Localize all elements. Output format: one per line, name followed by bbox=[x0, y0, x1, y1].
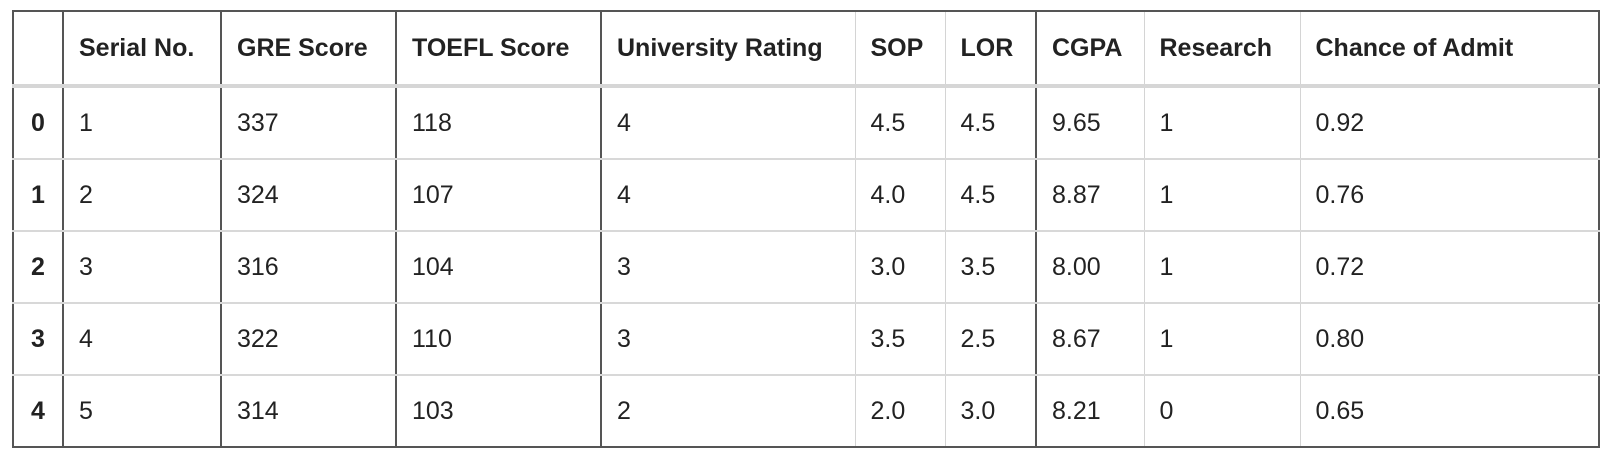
cell-sop: 3.5 bbox=[855, 303, 946, 376]
cell-lor: 3.5 bbox=[945, 231, 1037, 304]
cell-lor: 3.0 bbox=[945, 375, 1037, 448]
cell-university-rating: 3 bbox=[601, 303, 856, 376]
cell-research: 0 bbox=[1144, 375, 1301, 448]
table-row: 4 5 314 103 2 2.0 3.0 8.21 0 0.65 bbox=[13, 375, 1600, 448]
cell-gre-score: 337 bbox=[221, 86, 397, 160]
cell-chance-of-admit: 0.72 bbox=[1300, 231, 1600, 304]
table-row: 3 4 322 110 3 3.5 2.5 8.67 1 0.80 bbox=[13, 303, 1600, 376]
dataframe-table: Serial No. GRE Score TOEFL Score Univers… bbox=[12, 10, 1600, 448]
column-header-cgpa: CGPA bbox=[1036, 11, 1145, 88]
cell-cgpa: 9.65 bbox=[1036, 86, 1145, 160]
cell-lor: 4.5 bbox=[945, 86, 1037, 160]
row-index: 4 bbox=[13, 375, 64, 448]
column-header-lor: LOR bbox=[945, 11, 1037, 88]
cell-chance-of-admit: 0.76 bbox=[1300, 159, 1600, 232]
cell-toefl-score: 103 bbox=[396, 375, 602, 448]
row-index: 2 bbox=[13, 231, 64, 304]
cell-research: 1 bbox=[1144, 86, 1301, 160]
cell-toefl-score: 110 bbox=[396, 303, 602, 376]
cell-research: 1 bbox=[1144, 303, 1301, 376]
cell-research: 1 bbox=[1144, 231, 1301, 304]
cell-university-rating: 4 bbox=[601, 86, 856, 160]
column-header-serial-no: Serial No. bbox=[63, 11, 222, 88]
cell-research: 1 bbox=[1144, 159, 1301, 232]
column-header-chance-of-admit: Chance of Admit bbox=[1300, 11, 1600, 88]
cell-cgpa: 8.00 bbox=[1036, 231, 1145, 304]
cell-gre-score: 316 bbox=[221, 231, 397, 304]
cell-toefl-score: 107 bbox=[396, 159, 602, 232]
cell-gre-score: 314 bbox=[221, 375, 397, 448]
cell-toefl-score: 104 bbox=[396, 231, 602, 304]
cell-cgpa: 8.87 bbox=[1036, 159, 1145, 232]
cell-sop: 2.0 bbox=[855, 375, 946, 448]
dataframe-container: Serial No. GRE Score TOEFL Score Univers… bbox=[12, 10, 1600, 448]
row-index: 1 bbox=[13, 159, 64, 232]
cell-serial-no: 1 bbox=[63, 86, 222, 160]
cell-serial-no: 2 bbox=[63, 159, 222, 232]
cell-gre-score: 322 bbox=[221, 303, 397, 376]
cell-lor: 4.5 bbox=[945, 159, 1037, 232]
cell-university-rating: 2 bbox=[601, 375, 856, 448]
table-row: 2 3 316 104 3 3.0 3.5 8.00 1 0.72 bbox=[13, 231, 1600, 304]
cell-university-rating: 4 bbox=[601, 159, 856, 232]
cell-serial-no: 4 bbox=[63, 303, 222, 376]
cell-chance-of-admit: 0.65 bbox=[1300, 375, 1600, 448]
cell-cgpa: 8.67 bbox=[1036, 303, 1145, 376]
cell-serial-no: 3 bbox=[63, 231, 222, 304]
cell-serial-no: 5 bbox=[63, 375, 222, 448]
cell-toefl-score: 118 bbox=[396, 86, 602, 160]
index-header bbox=[13, 11, 64, 88]
cell-chance-of-admit: 0.92 bbox=[1300, 86, 1600, 160]
cell-cgpa: 8.21 bbox=[1036, 375, 1145, 448]
column-header-toefl-score: TOEFL Score bbox=[396, 11, 602, 88]
cell-gre-score: 324 bbox=[221, 159, 397, 232]
cell-sop: 4.0 bbox=[855, 159, 946, 232]
column-header-sop: SOP bbox=[855, 11, 946, 88]
header-row: Serial No. GRE Score TOEFL Score Univers… bbox=[13, 11, 1600, 88]
column-header-university-rating: University Rating bbox=[601, 11, 856, 88]
cell-lor: 2.5 bbox=[945, 303, 1037, 376]
table-row: 1 2 324 107 4 4.0 4.5 8.87 1 0.76 bbox=[13, 159, 1600, 232]
column-header-research: Research bbox=[1144, 11, 1301, 88]
cell-sop: 4.5 bbox=[855, 86, 946, 160]
column-header-gre-score: GRE Score bbox=[221, 11, 397, 88]
cell-sop: 3.0 bbox=[855, 231, 946, 304]
row-index: 0 bbox=[13, 86, 64, 160]
row-index: 3 bbox=[13, 303, 64, 376]
cell-university-rating: 3 bbox=[601, 231, 856, 304]
cell-chance-of-admit: 0.80 bbox=[1300, 303, 1600, 376]
table-row: 0 1 337 118 4 4.5 4.5 9.65 1 0.92 bbox=[13, 86, 1600, 160]
